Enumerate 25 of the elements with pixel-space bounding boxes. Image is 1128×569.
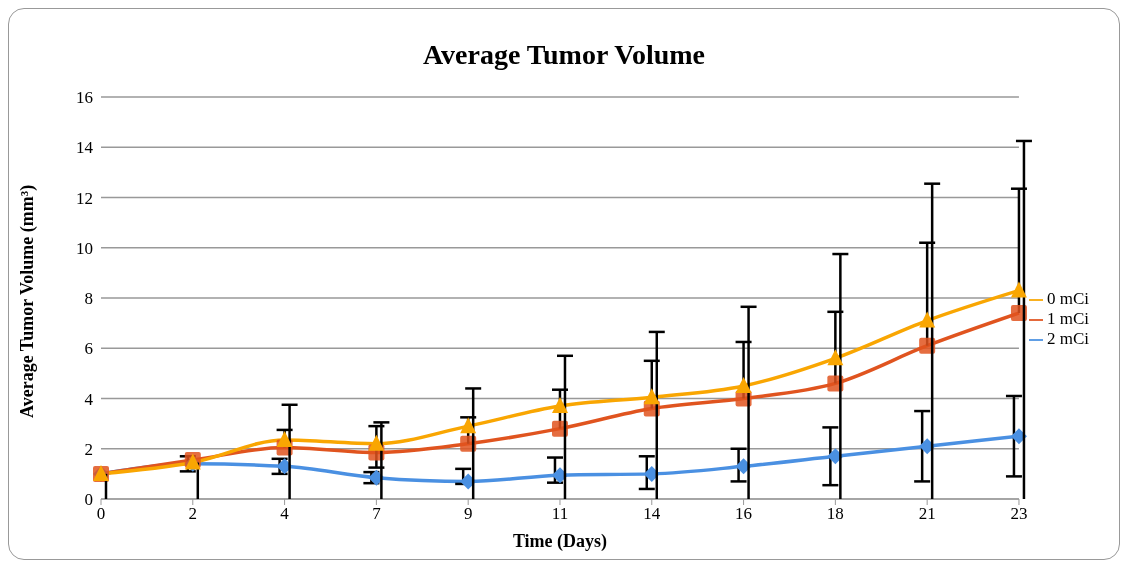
legend-label: 2 mCi: [1046, 329, 1089, 348]
y-axis-title: Average Tumor Volume (mm³): [17, 184, 39, 418]
chart-title: Average Tumor Volume: [421, 39, 707, 72]
y-tick-label: 16: [76, 88, 93, 108]
x-tick-label: 11: [551, 504, 569, 524]
y-tick-label: 0: [84, 490, 93, 510]
x-tick-label: 23: [1010, 504, 1028, 524]
x-tick-label: 16: [735, 504, 753, 524]
y-tick-label: 4: [84, 389, 94, 409]
y-tick-label: 2: [84, 439, 93, 459]
y-tick-label: 6: [84, 339, 93, 359]
x-tick-label: 7: [372, 504, 382, 524]
y-tick-label: 8: [84, 289, 93, 309]
x-tick-label: 14: [643, 504, 661, 524]
x-axis-title: Time (Days): [512, 531, 608, 552]
x-tick-label: 21: [918, 504, 936, 524]
y-tick-label: 14: [76, 138, 94, 158]
x-tick-label: 4: [280, 504, 290, 524]
x-tick-label: 2: [188, 504, 198, 524]
y-tick-label: 10: [76, 238, 93, 258]
legend-label: 0 mCi: [1046, 289, 1089, 308]
x-tick-label: 18: [826, 504, 844, 524]
y-tick-label: 12: [76, 188, 93, 208]
x-tick-label: 9: [463, 504, 473, 524]
legend-label: 1 mCi: [1046, 309, 1089, 328]
